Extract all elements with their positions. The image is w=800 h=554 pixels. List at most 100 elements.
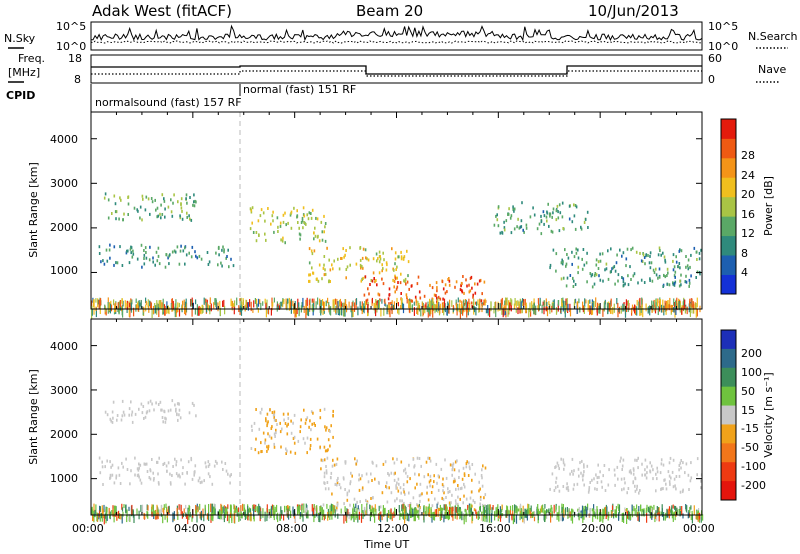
echo-mark	[512, 207, 514, 211]
echo-mark	[103, 262, 106, 266]
echo-mark	[481, 468, 483, 472]
echo-mark	[378, 513, 380, 520]
echo-mark	[361, 305, 363, 315]
echo-mark	[484, 298, 486, 306]
echo-mark	[567, 303, 569, 311]
echo-mark	[688, 488, 690, 491]
echo-mark	[636, 509, 638, 518]
echo-mark	[572, 285, 575, 288]
echo-mark	[177, 302, 179, 313]
echo-mark	[436, 286, 438, 290]
echo-mark	[556, 461, 559, 465]
echo-mark	[406, 296, 408, 299]
echo-mark	[101, 513, 103, 522]
echo-mark	[383, 258, 385, 262]
echo-mark	[339, 298, 341, 309]
echo-mark	[317, 234, 319, 238]
echo-mark	[287, 508, 289, 519]
echo-mark	[124, 300, 126, 310]
echo-mark	[561, 258, 563, 262]
echo-mark	[336, 502, 339, 506]
echo-mark	[348, 489, 350, 493]
echo-mark	[504, 300, 506, 306]
echo-mark	[274, 508, 276, 515]
echo-mark	[227, 472, 229, 476]
echo-mark	[117, 302, 119, 309]
echo-mark	[525, 223, 528, 227]
echo-mark	[634, 305, 637, 316]
echo-mark	[129, 302, 131, 310]
echo-mark	[400, 255, 403, 259]
echo-mark	[596, 487, 598, 491]
echo-mark	[633, 272, 636, 276]
echo-mark	[131, 504, 133, 515]
echo-mark	[282, 299, 284, 308]
echo-mark	[696, 297, 698, 308]
echo-mark	[566, 482, 568, 486]
echo-mark	[115, 476, 117, 480]
echo-mark	[522, 228, 524, 232]
echo-mark	[359, 263, 362, 267]
echo-mark	[320, 220, 323, 224]
echo-mark	[362, 303, 365, 309]
echo-mark	[434, 303, 436, 310]
echo-mark	[120, 418, 123, 422]
echo-mark	[155, 250, 158, 254]
echo-mark	[571, 220, 574, 224]
echo-mark	[290, 210, 293, 214]
echo-mark	[336, 504, 339, 508]
echo-mark	[607, 306, 609, 314]
echo-mark	[669, 456, 672, 460]
echo-mark	[319, 416, 322, 420]
echo-mark	[186, 471, 188, 474]
echo-mark	[614, 483, 616, 487]
echo-mark	[523, 299, 525, 307]
echo-mark	[587, 490, 590, 494]
echo-mark	[145, 297, 147, 303]
echo-mark	[698, 508, 700, 513]
echo-mark	[283, 299, 285, 305]
frequency-panel: Freq. [MHz] 18 8 60 0 Nave	[8, 52, 786, 86]
echo-mark	[222, 300, 224, 307]
echo-mark	[355, 503, 357, 508]
echo-mark	[177, 511, 179, 520]
echo-mark	[240, 302, 242, 308]
echo-mark	[491, 507, 493, 516]
echo-mark	[229, 474, 231, 478]
echo-mark	[678, 474, 681, 478]
echo-mark	[266, 514, 268, 522]
echo-mark	[690, 461, 692, 465]
echo-mark	[566, 298, 568, 305]
echo-mark	[404, 505, 406, 515]
echo-mark	[471, 511, 474, 521]
echo-mark	[633, 468, 635, 472]
echo-mark	[365, 256, 367, 260]
echo-mark	[153, 408, 155, 412]
echo-mark	[136, 508, 138, 515]
echo-mark	[675, 511, 677, 517]
echo-mark	[646, 465, 648, 469]
echo-mark	[109, 256, 111, 260]
echo-mark	[188, 514, 190, 520]
echo-mark	[616, 298, 618, 305]
echo-mark	[436, 300, 439, 306]
echo-mark	[404, 492, 406, 496]
echo-mark	[259, 411, 262, 415]
echo-mark	[457, 304, 459, 312]
power-cbar-swatch	[721, 216, 736, 237]
echo-mark	[604, 299, 606, 305]
echo-mark	[457, 297, 459, 303]
echo-mark	[467, 504, 469, 511]
echo-mark	[121, 461, 123, 465]
echo-mark	[185, 253, 188, 257]
echo-mark	[329, 511, 331, 520]
echo-mark	[505, 219, 508, 223]
echo-mark	[324, 225, 326, 229]
echo-mark	[170, 198, 172, 202]
echo-mark	[156, 259, 159, 263]
echo-mark	[193, 193, 195, 197]
echo-mark	[561, 201, 564, 205]
echo-mark	[318, 514, 320, 522]
echo-mark	[414, 472, 416, 476]
echo-mark	[337, 257, 339, 261]
